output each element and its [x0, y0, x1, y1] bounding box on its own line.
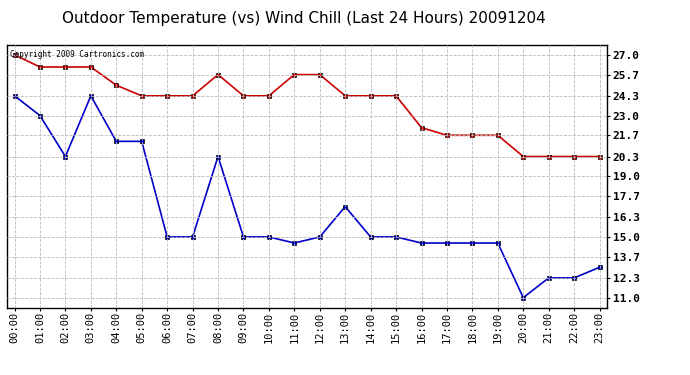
- Text: Outdoor Temperature (vs) Wind Chill (Last 24 Hours) 20091204: Outdoor Temperature (vs) Wind Chill (Las…: [61, 11, 546, 26]
- Text: Copyright 2009 Cartronics.com: Copyright 2009 Cartronics.com: [10, 50, 144, 59]
